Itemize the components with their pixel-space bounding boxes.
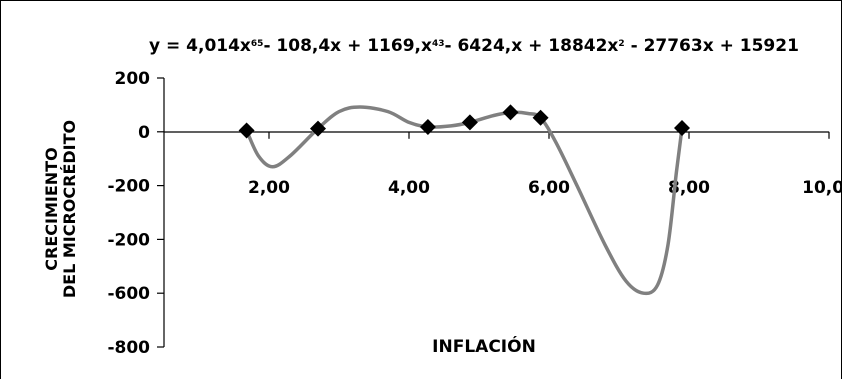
trendline-equation: y = 4,014x65- 108,4x + 1169,x43- 6424,x …: [149, 36, 799, 56]
equation-term: - 108,4x + 1169,x: [263, 36, 432, 56]
equation-exponent: 65: [251, 39, 264, 49]
equation-term: y = 4,014x: [149, 36, 251, 56]
y-axis-label-line-2: DEL MICROCRÉDITO: [60, 120, 79, 298]
data-point: [502, 104, 519, 121]
y-tick-label: -600: [107, 284, 150, 304]
data-point: [238, 122, 255, 139]
equation-exponent: 2: [618, 39, 624, 49]
data-point: [674, 120, 690, 137]
x-axis-label: INFLACIÓN: [432, 335, 536, 357]
x-tick-label: 2,00: [248, 178, 290, 198]
y-tick-label: -200: [107, 177, 150, 197]
equation-term: - 27763x + 15921: [625, 36, 799, 56]
equation-exponent: 43: [432, 39, 445, 49]
y-tick-label: 200: [115, 69, 151, 89]
x-tick-label: 10,00: [802, 178, 842, 198]
x-tick-label: 8,00: [668, 178, 710, 198]
data-point: [461, 114, 478, 131]
y-ticks: 200 0 -200 -200 -600 -800: [107, 69, 164, 358]
trendline: [244, 105, 684, 296]
data-point: [532, 109, 549, 126]
data-points: [238, 104, 690, 139]
y-tick-label: -800: [107, 338, 150, 358]
y-tick-label: 0: [138, 123, 150, 143]
data-point: [419, 118, 436, 135]
data-point: [310, 120, 326, 137]
y-tick-label: -200: [107, 230, 150, 250]
x-tick-label: 6,00: [528, 178, 570, 198]
y-axis-label-line-1: CRECIMIENTO: [42, 147, 61, 270]
x-tick-label: 4,00: [388, 178, 430, 198]
equation-term: - 6424,x + 18842x: [445, 36, 619, 56]
x-ticks: 2,00 4,00 6,00 8,00 10,00: [248, 131, 842, 198]
